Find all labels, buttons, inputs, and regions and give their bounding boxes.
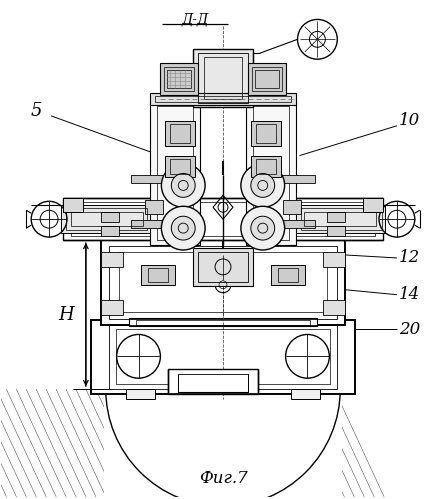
Bar	[165, 121, 195, 146]
Bar	[170, 124, 190, 143]
Bar	[170, 159, 190, 175]
Bar	[167, 70, 191, 88]
Bar	[256, 124, 276, 143]
Bar	[71, 202, 375, 236]
Bar	[109, 324, 337, 389]
Bar	[131, 220, 165, 228]
Bar	[246, 101, 296, 245]
Bar	[253, 106, 289, 240]
Bar	[109, 246, 337, 318]
Bar	[251, 156, 281, 178]
Text: Фиг.7: Фиг.7	[198, 470, 248, 487]
Circle shape	[161, 164, 205, 207]
Bar	[281, 176, 315, 184]
Bar	[323, 252, 345, 267]
Bar	[291, 389, 320, 399]
Bar	[198, 53, 248, 103]
Bar	[140, 265, 175, 285]
Text: 12: 12	[399, 250, 420, 266]
Bar	[193, 49, 253, 107]
Polygon shape	[106, 389, 340, 499]
Bar	[61, 205, 150, 233]
Text: 5: 5	[30, 102, 42, 120]
Bar	[165, 156, 195, 178]
Bar	[101, 240, 345, 324]
Bar	[128, 317, 318, 325]
Bar	[327, 226, 345, 236]
Bar	[119, 252, 327, 311]
Text: H: H	[58, 305, 74, 323]
Bar	[193, 248, 253, 286]
Bar	[101, 300, 123, 314]
Bar	[161, 63, 198, 95]
Bar	[101, 212, 119, 222]
Bar	[248, 63, 285, 95]
Bar	[305, 212, 376, 226]
Bar	[104, 387, 342, 499]
Bar	[178, 374, 248, 392]
Bar	[323, 300, 345, 314]
Circle shape	[171, 174, 195, 197]
Bar	[150, 93, 296, 105]
Bar	[136, 319, 310, 324]
Text: 20: 20	[399, 321, 420, 338]
Bar	[149, 268, 168, 282]
Bar	[165, 67, 194, 91]
Bar	[252, 67, 281, 91]
Circle shape	[241, 164, 285, 207]
Bar	[204, 57, 242, 99]
Bar	[168, 369, 258, 394]
Text: Д-Д: Д-Д	[182, 12, 209, 26]
Bar	[91, 319, 355, 394]
Bar	[281, 220, 315, 228]
Circle shape	[171, 216, 195, 240]
Bar	[145, 200, 163, 214]
Bar	[155, 96, 291, 102]
Bar	[301, 208, 382, 230]
Bar	[101, 226, 119, 236]
Bar	[71, 212, 143, 226]
Bar	[278, 268, 297, 282]
Bar	[271, 265, 306, 285]
Bar	[157, 106, 193, 240]
Bar	[63, 198, 383, 240]
Bar	[256, 159, 276, 175]
Circle shape	[161, 206, 205, 250]
Text: 14: 14	[399, 286, 420, 303]
Circle shape	[251, 216, 275, 240]
Bar	[283, 200, 301, 214]
Bar	[296, 205, 385, 233]
Bar	[63, 198, 83, 212]
Bar	[327, 212, 345, 222]
Bar	[251, 121, 281, 146]
Bar	[255, 70, 279, 88]
Text: 10: 10	[399, 112, 420, 129]
Bar	[101, 240, 345, 324]
Circle shape	[251, 174, 275, 197]
Bar	[150, 101, 200, 245]
Bar	[198, 252, 248, 282]
Bar	[116, 329, 330, 384]
Bar	[101, 252, 123, 267]
Bar	[91, 319, 355, 394]
Bar	[131, 176, 165, 184]
Bar	[66, 208, 148, 230]
Bar	[126, 389, 155, 399]
Bar	[363, 198, 383, 212]
Circle shape	[241, 206, 285, 250]
